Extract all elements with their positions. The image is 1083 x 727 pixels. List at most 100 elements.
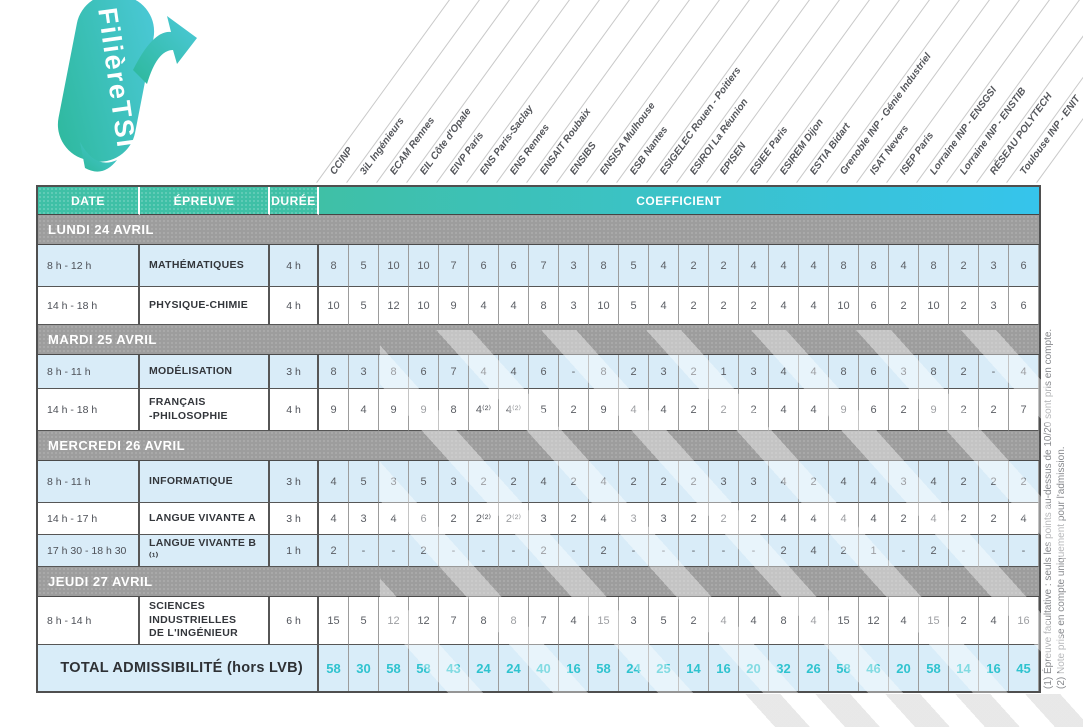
coefficient-cell: 4 [499,355,529,389]
coefficient-cell: 16 [1009,597,1039,645]
coefficient-cell: - [1009,535,1039,567]
coefficient-cell: 4 [739,597,769,645]
exam-time-cell: 14 h - 18 h [38,287,140,325]
coefficient-cell: 5 [649,597,679,645]
coefficient-cell: - [979,355,1009,389]
coefficient-cell: 2 [799,461,829,503]
coefficient-cell: 8 [829,245,859,287]
total-coefficient-cell: 46 [859,645,889,691]
coefficient-cell: 5 [349,245,379,287]
coefficient-cell: 3 [709,461,739,503]
duree-column-header: DURÉE [270,187,319,215]
total-coefficient-cell: 16 [979,645,1009,691]
coefficient-cell: 2 [559,389,589,431]
coefficient-cell: 4 [319,461,349,503]
total-coefficient-cell: 58 [379,645,409,691]
coefficient-cell: 2 [919,535,949,567]
coefficient-cell: 15 [319,597,349,645]
coefficient-cell: 4 [559,597,589,645]
coefficient-cell: 3 [739,461,769,503]
coefficient-cell: 3 [349,503,379,535]
coefficient-cell: 6 [859,287,889,325]
coefficient-cell: 3 [889,461,919,503]
coefficient-cell: 4 [529,461,559,503]
exam-name-cell: LANGUE VIVANTE B ⁽¹⁾ [140,535,270,567]
coefficient-cell: 4 [589,461,619,503]
coefficient-cell: 4 [649,245,679,287]
coefficient-cell: 4 [769,461,799,503]
exam-time-cell: 8 h - 11 h [38,461,140,503]
day-section-header: JEUDI 27 AVRIL [38,567,1039,597]
coefficient-cell: 3 [739,355,769,389]
exam-duration-cell: 4 h [270,389,319,431]
exam-name-cell: MATHÉMATIQUES [140,245,270,287]
coefficient-cell: 6 [469,245,499,287]
coefficient-cell: 2 [679,355,709,389]
footnote-1: (1) Épreuve facultative : seuls les poin… [1043,328,1054,689]
coefficient-cell: 8 [919,245,949,287]
coefficient-cell: 4 [469,287,499,325]
coefficient-cell: 1 [859,535,889,567]
coefficient-cell: 6 [409,355,439,389]
coefficient-cell: 5 [619,287,649,325]
coefficient-cell: 2 [829,535,859,567]
coefficient-cell: 2 [679,245,709,287]
coefficient-cell: 2 [979,461,1009,503]
coefficient-cell: 8 [499,597,529,645]
coefficient-cell: - [349,535,379,567]
coefficient-cell: 2 [499,461,529,503]
total-coefficient-cell: 16 [559,645,589,691]
coefficient-cell: 10 [829,287,859,325]
coefficient-cell: 2 [619,461,649,503]
coefficient-cell: 6 [1009,287,1039,325]
coefficient-cell: 10 [409,287,439,325]
coefficient-cell: 2 [949,287,979,325]
exam-time-cell: 14 h - 17 h [38,503,140,535]
total-coefficient-cell: 58 [319,645,349,691]
coefficient-cell: 8 [829,355,859,389]
coefficient-cell: 9 [919,389,949,431]
coefficient-cell: 3 [529,503,559,535]
coefficient-cell: 2 [739,389,769,431]
total-coefficient-cell: 30 [349,645,379,691]
coefficient-cell: - [559,355,589,389]
coefficient-cell: - [499,535,529,567]
coefficient-cell: 3 [559,245,589,287]
logo-line2: TSI [105,98,142,151]
coefficient-cell: 4 [799,287,829,325]
coefficient-cell: 6 [499,245,529,287]
coefficient-cell: 4 [919,503,949,535]
coefficient-cell: 7 [1009,389,1039,431]
coefficient-cell: 8 [529,287,559,325]
coefficient-cell: 2 [319,535,349,567]
exam-time-cell: 17 h 30 - 18 h 30 [38,535,140,567]
coefficient-cell: 15 [919,597,949,645]
day-section-header: MERCREDI 26 AVRIL [38,431,1039,461]
exam-name-cell: SCIENCES INDUSTRIELLES DE L'INGÉNIEUR [140,597,270,645]
coefficient-cell: 2 [949,389,979,431]
coefficient-cell: 4 [889,245,919,287]
coefficient-cell: 2 [889,503,919,535]
coefficient-cell: 3 [619,597,649,645]
coefficient-cell: 5 [619,245,649,287]
coefficient-cell: 4 [919,461,949,503]
coefficient-cell: 5 [349,597,379,645]
coefficient-cell: 12 [379,597,409,645]
coefficient-cell: - [709,535,739,567]
total-coefficient-cell: 24 [499,645,529,691]
coefficient-cell: 8 [589,355,619,389]
coefficient-cell: 2 [709,503,739,535]
coefficient-cell: 2 [409,535,439,567]
filiere-tsi-logo: Filière TSI [25,0,235,177]
coefficient-cell: 4 [589,503,619,535]
coefficient-cell: 4 [829,461,859,503]
coefficient-cell: 3 [379,461,409,503]
coefficient-cell: 2 [949,503,979,535]
coefficient-cell: 7 [529,597,559,645]
brush-stroke-icon [57,0,197,172]
coefficient-cell: 10 [919,287,949,325]
coefficient-cell: 4 [769,503,799,535]
exam-time-cell: 8 h - 11 h [38,355,140,389]
coefficient-cell: 6 [859,355,889,389]
coefficient-cell: 8 [319,245,349,287]
